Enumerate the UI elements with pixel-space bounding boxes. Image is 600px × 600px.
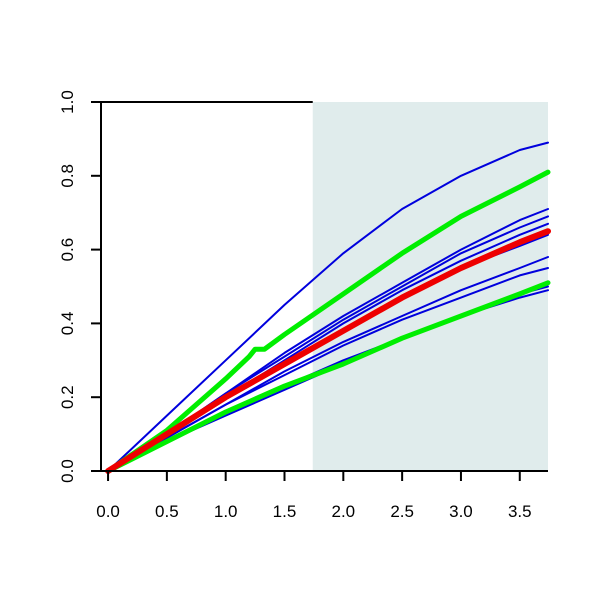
x-tick-label: 2.0 bbox=[332, 502, 356, 521]
x-tick-label: 0.5 bbox=[155, 502, 179, 521]
x-tick-label: 0.0 bbox=[96, 502, 120, 521]
series-line-1 bbox=[107, 141, 549, 472]
series-line-7 bbox=[107, 267, 549, 472]
series-line-12 bbox=[105, 228, 551, 474]
y-tick-label: 0.4 bbox=[58, 312, 77, 336]
y-tick-label: 1.0 bbox=[58, 90, 77, 114]
x-tick-label: 3.0 bbox=[449, 502, 473, 521]
series-line-11 bbox=[105, 280, 551, 474]
x-tick-label: 1.0 bbox=[214, 502, 238, 521]
series-layer bbox=[105, 141, 551, 474]
x-tick-label: 3.5 bbox=[508, 502, 532, 521]
x-tick-label: 2.5 bbox=[390, 502, 414, 521]
x-tick-label: 1.5 bbox=[273, 502, 297, 521]
y-tick-label: 0.8 bbox=[58, 164, 77, 188]
y-tick-label: 0.2 bbox=[58, 385, 77, 409]
y-tick-label: 0.0 bbox=[58, 459, 77, 483]
y-tick-label: 0.6 bbox=[58, 238, 77, 262]
axes-layer: 0.0 0.5 1.0 1.5 2.0 2.5 3.0 3.5 0.0 0.2 0.4 0.6 0.8 1… bbox=[58, 90, 548, 521]
series-line-10 bbox=[105, 169, 551, 474]
